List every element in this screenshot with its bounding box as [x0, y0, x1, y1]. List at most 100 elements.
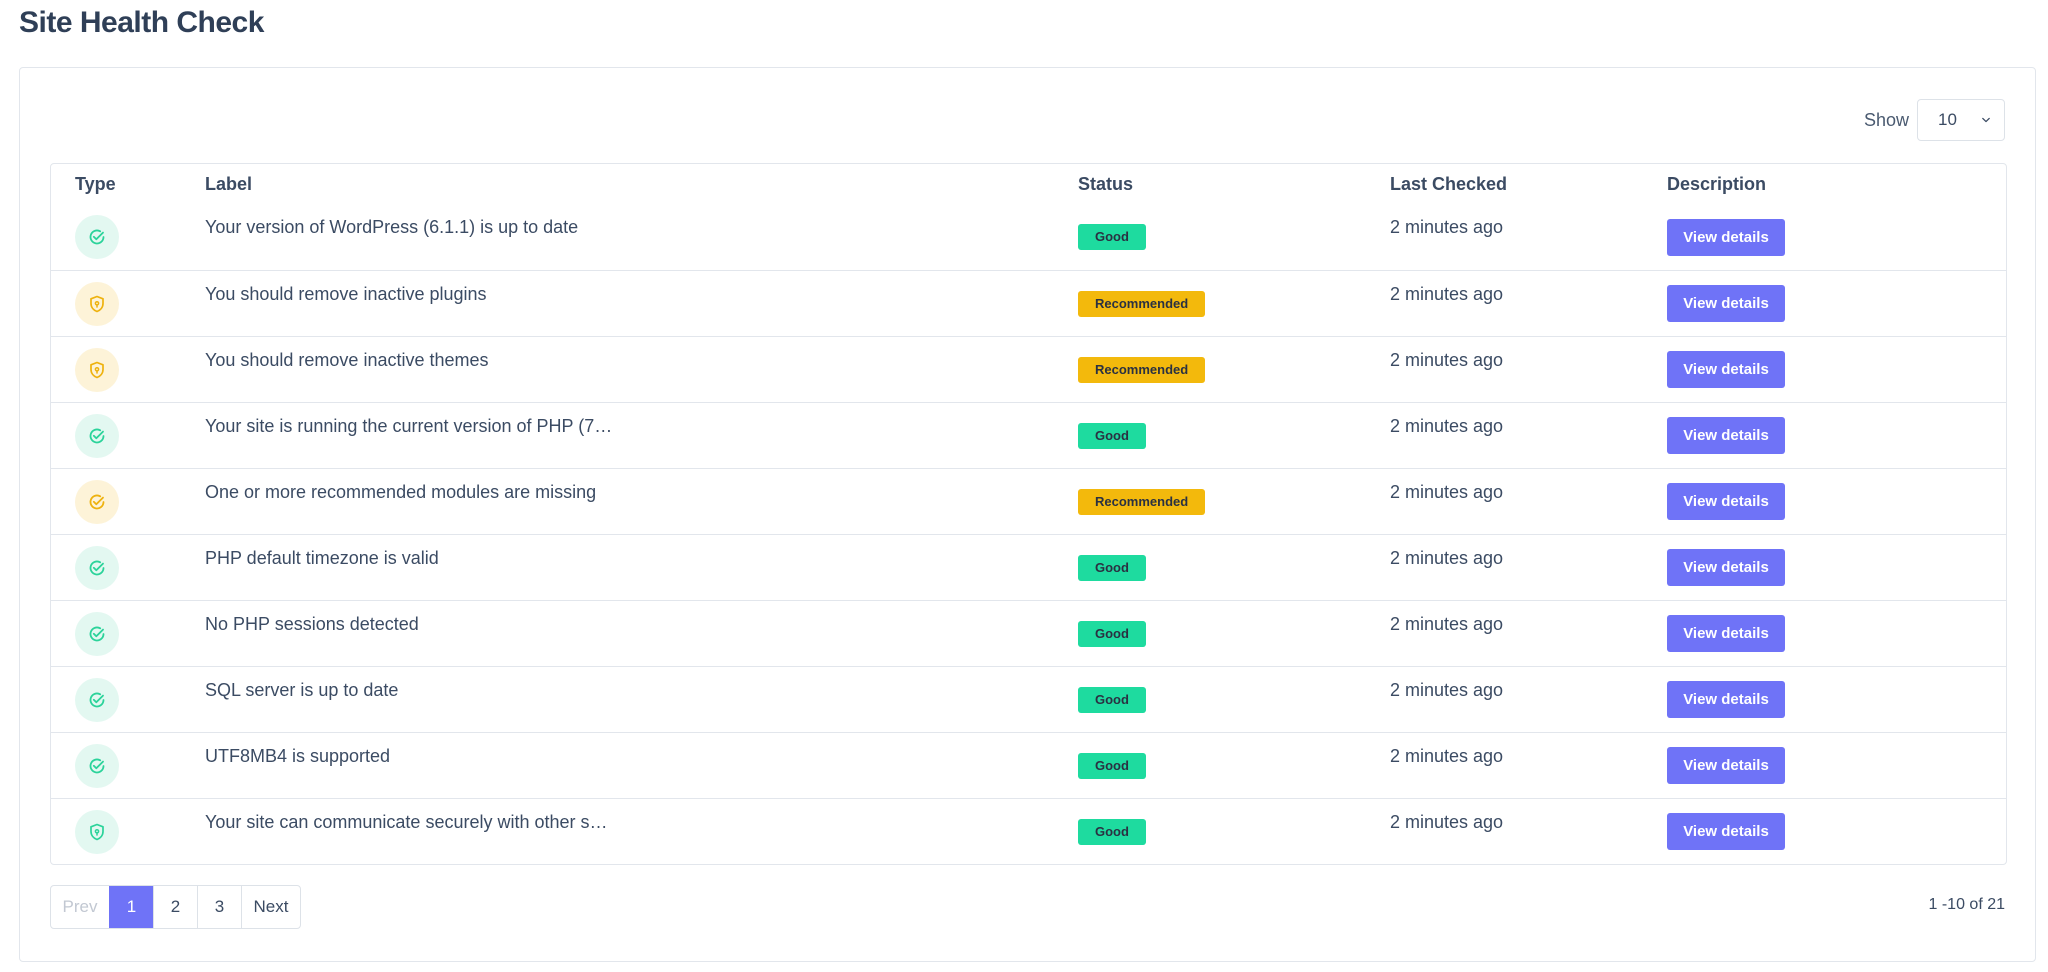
status-cell: Good [1078, 554, 1390, 581]
status-cell: Good [1078, 818, 1390, 845]
status-cell: Recommended [1078, 356, 1390, 383]
row-label: Your version of WordPress (6.1.1) is up … [205, 217, 579, 237]
view-details-button[interactable]: View details [1667, 681, 1785, 718]
show-label: Show [1863, 109, 1909, 130]
row-label: You should remove inactive themes [205, 350, 489, 370]
type-cell [51, 347, 205, 392]
header-label: Label [205, 173, 253, 194]
status-cell: Good [1078, 686, 1390, 713]
page-title: Site Health Check [19, 6, 264, 39]
row-label: UTF8MB4 is supported [205, 746, 391, 766]
table-row: SQL server is up to date Good 2 minutes ag… [51, 666, 2006, 732]
status-cell: Good [1078, 422, 1390, 449]
header-status: Status [1078, 173, 1134, 194]
type-cell [51, 611, 205, 656]
status-cell: Recommended [1078, 290, 1390, 317]
check-circle-icon [75, 479, 119, 524]
type-cell [51, 545, 205, 590]
type-cell [51, 281, 205, 326]
description-cell: View details [1667, 615, 1997, 652]
description-cell: View details [1667, 813, 1997, 850]
page-1-button[interactable]: 1 [109, 886, 153, 928]
shield-icon [75, 809, 119, 854]
last-checked: 2 minutes ago [1390, 812, 1504, 832]
table-row: One or more recommended modules are miss… [51, 468, 2006, 534]
view-details-button[interactable]: View details [1667, 218, 1785, 256]
last-checked: 2 minutes ago [1390, 614, 1504, 634]
last-checked: 2 minutes ago [1390, 680, 1504, 700]
prev-page-button[interactable]: Prev [62, 897, 98, 916]
status-badge: Good [1078, 818, 1146, 845]
last-checked: 2 minutes ago [1390, 548, 1504, 568]
last-checked: 2 minutes ago [1390, 217, 1504, 237]
last-checked: 2 minutes ago [1390, 482, 1504, 502]
description-cell: View details [1667, 351, 1997, 388]
type-cell [51, 743, 205, 788]
row-label: PHP default timezone is valid [205, 548, 439, 568]
row-label: No PHP sessions detected [205, 614, 419, 634]
view-details-button[interactable]: View details [1667, 813, 1785, 850]
results-range: 1 -10 of 21 [1928, 896, 2006, 913]
site-health-card: Show 10 Type Label Status Last Checked D… [19, 67, 2036, 962]
row-label: Your site is running the current version… [205, 416, 613, 436]
description-cell: View details [1667, 218, 1997, 256]
shield-icon [75, 347, 119, 392]
view-details-button[interactable]: View details [1667, 285, 1785, 322]
next-page-button[interactable]: Next [241, 886, 300, 928]
description-cell: View details [1667, 285, 1997, 322]
page-3-button[interactable]: 3 [197, 886, 241, 928]
row-label: One or more recommended modules are miss… [205, 482, 597, 502]
page-size-select[interactable]: 10 [1917, 99, 2005, 141]
status-badge: Good [1078, 620, 1146, 647]
row-label: SQL server is up to date [205, 680, 399, 700]
table-row: You should remove inactive plugins Recomm… [51, 270, 2006, 336]
status-badge: Good [1078, 554, 1146, 581]
view-details-button[interactable]: View details [1667, 747, 1785, 784]
header-type: Type [75, 173, 116, 194]
table-row: UTF8MB4 is supported Good 2 minutes ago Vie… [51, 732, 2006, 798]
status-cell: Recommended [1078, 488, 1390, 515]
description-cell: View details [1667, 417, 1997, 454]
status-cell: Good [1078, 224, 1390, 250]
check-circle-icon [75, 545, 119, 590]
check-circle-icon [75, 413, 119, 458]
check-circle-icon [75, 677, 119, 722]
description-cell: View details [1667, 681, 1997, 718]
type-cell [51, 479, 205, 524]
shield-icon [75, 281, 119, 326]
row-label: Your site can communicate securely with … [205, 812, 608, 832]
status-badge: Recommended [1078, 356, 1206, 383]
check-circle-icon [75, 611, 119, 656]
status-badge: Good [1078, 422, 1146, 449]
type-cell [51, 677, 205, 722]
table-row: No PHP sessions detected Good 2 minutes ag… [51, 600, 2006, 666]
row-label: You should remove inactive plugins [205, 284, 487, 304]
header-description: Description [1667, 173, 1767, 194]
description-cell: View details [1667, 549, 1997, 586]
table-row: Your version of WordPress (6.1.1) is up … [51, 204, 2006, 270]
health-table: Type Label Status Last Checked Descripti… [50, 163, 2007, 865]
chevron-down-icon [1982, 117, 1990, 123]
type-cell [51, 413, 205, 458]
table-row: Your site is running the current version… [51, 402, 2006, 468]
table-row: You should remove inactive themes Recomme… [51, 336, 2006, 402]
page-2-button[interactable]: 2 [153, 886, 197, 928]
view-details-button[interactable]: View details [1667, 549, 1785, 586]
view-details-button[interactable]: View details [1667, 483, 1785, 520]
last-checked: 2 minutes ago [1390, 350, 1504, 370]
page-size-value: 10 [1938, 110, 1957, 129]
last-checked: 2 minutes ago [1390, 284, 1504, 304]
type-cell [51, 215, 205, 259]
check-circle-icon [75, 743, 119, 788]
status-badge: Recommended [1078, 488, 1206, 515]
table-row: Your site can communicate securely with … [51, 798, 2006, 864]
status-badge: Good [1078, 224, 1146, 250]
view-details-button[interactable]: View details [1667, 351, 1785, 388]
status-cell: Good [1078, 752, 1390, 779]
page-size-control: Show 10 [1864, 99, 2005, 141]
view-details-button[interactable]: View details [1667, 615, 1785, 652]
status-badge: Recommended [1078, 290, 1206, 317]
view-details-button[interactable]: View details [1667, 417, 1785, 454]
status-badge: Good [1078, 752, 1146, 779]
status-cell: Good [1078, 620, 1390, 647]
